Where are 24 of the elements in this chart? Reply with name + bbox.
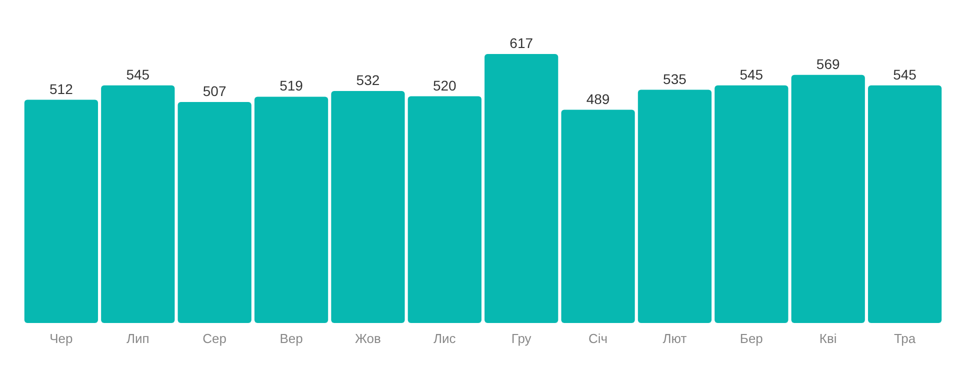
data-label: 532 [356,72,380,88]
x-tick-label: Лип [126,331,150,346]
x-tick-label: Січ [588,331,608,346]
data-label: 545 [740,66,764,82]
x-tick-label: Лис [434,331,456,346]
x-tick-label: Сер [202,331,227,346]
x-tick-label: Чер [50,331,73,346]
data-label: 535 [663,70,687,87]
data-label: 545 [126,66,150,82]
data-label: 545 [893,66,917,82]
x-tick-label: Жов [354,331,382,346]
x-tick-label: Тра [894,331,916,346]
x-tick-label: Вер [280,331,303,346]
data-label: 617 [510,35,534,51]
data-label: 519 [280,78,304,94]
data-label: 520 [432,77,457,94]
x-tick-label: Бер [740,331,763,346]
data-label: 569 [816,56,840,72]
data-label: 489 [586,90,610,107]
x-tick-label: Кві [819,331,837,346]
data-label: 512 [50,80,74,97]
x-tick-label: Лют [662,331,687,346]
data-label: 507 [202,82,226,99]
x-tick-label: Гру [511,331,532,346]
